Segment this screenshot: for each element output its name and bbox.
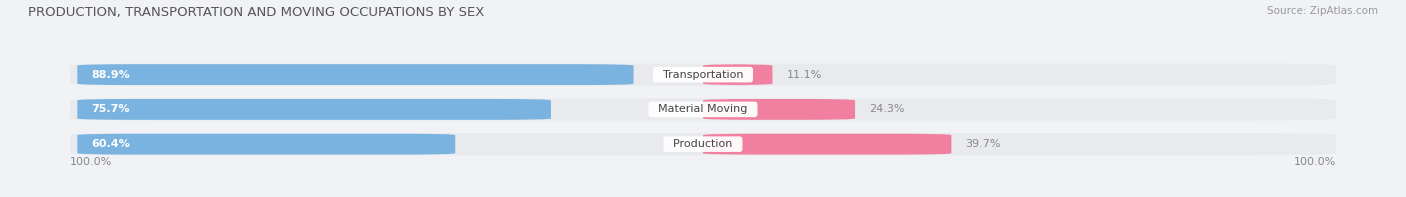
FancyBboxPatch shape: [703, 64, 772, 85]
FancyBboxPatch shape: [70, 98, 1336, 121]
FancyBboxPatch shape: [70, 63, 1336, 86]
Text: 11.1%: 11.1%: [786, 70, 821, 80]
Text: 24.3%: 24.3%: [869, 104, 904, 114]
Text: Source: ZipAtlas.com: Source: ZipAtlas.com: [1267, 6, 1378, 16]
FancyBboxPatch shape: [703, 99, 855, 120]
Text: Transportation: Transportation: [655, 70, 751, 80]
FancyBboxPatch shape: [70, 133, 1336, 155]
Text: 100.0%: 100.0%: [70, 157, 112, 166]
Text: 100.0%: 100.0%: [1294, 157, 1336, 166]
FancyBboxPatch shape: [77, 134, 456, 155]
Text: 39.7%: 39.7%: [966, 139, 1001, 149]
Text: PRODUCTION, TRANSPORTATION AND MOVING OCCUPATIONS BY SEX: PRODUCTION, TRANSPORTATION AND MOVING OC…: [28, 6, 485, 19]
Text: 88.9%: 88.9%: [91, 70, 131, 80]
Text: Material Moving: Material Moving: [651, 104, 755, 114]
Text: Production: Production: [666, 139, 740, 149]
FancyBboxPatch shape: [77, 99, 551, 120]
Text: 60.4%: 60.4%: [91, 139, 131, 149]
FancyBboxPatch shape: [77, 64, 634, 85]
FancyBboxPatch shape: [703, 134, 952, 155]
Text: 75.7%: 75.7%: [91, 104, 129, 114]
